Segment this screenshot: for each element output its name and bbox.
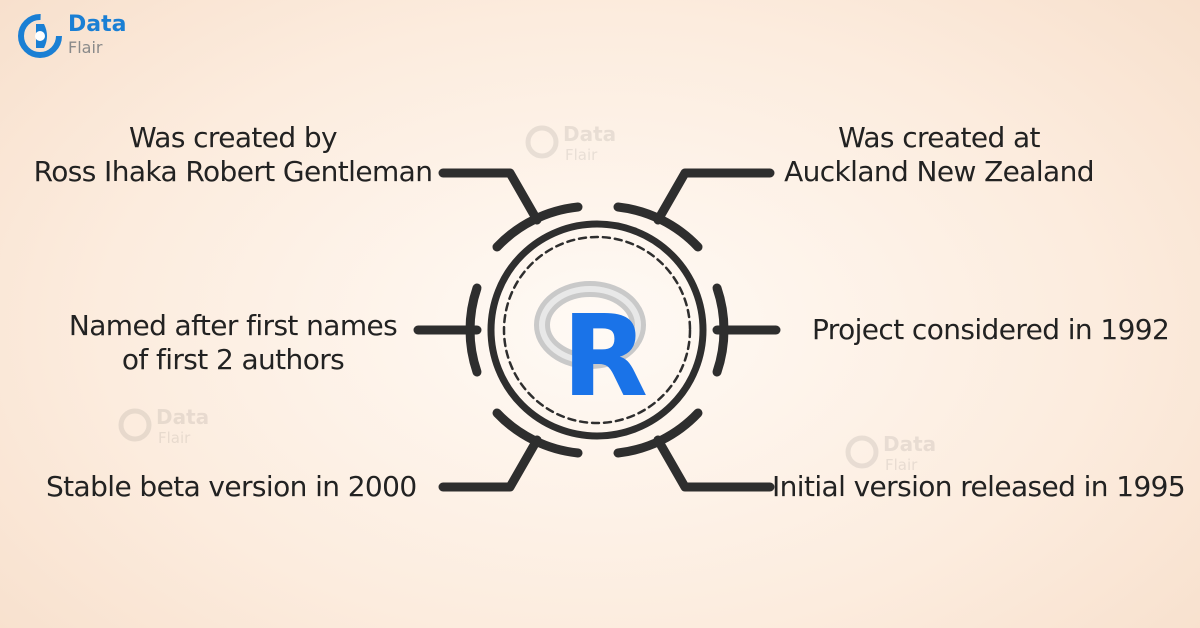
- connector-top-left: [438, 168, 542, 225]
- connector-bottom-left: [438, 435, 542, 492]
- watermark-text-data: Data: [883, 432, 937, 456]
- fact-top-right: Was created at Auckland New Zealand: [774, 121, 1104, 189]
- fact-bottom-left: Stable beta version in 2000: [46, 470, 417, 504]
- fact-mid-right-line-1: Project considered in 1992: [812, 313, 1170, 346]
- dataflair-logo-mark: [18, 14, 62, 58]
- connector-bottom-right: [653, 435, 775, 492]
- watermark: Data Flair: [525, 122, 635, 172]
- fact-mid-left: Named after first names of first 2 autho…: [48, 309, 418, 377]
- fact-mid-left-line-1: Named after first names: [68, 309, 398, 342]
- r-logo: R: [534, 281, 648, 422]
- fact-mid-right: Project considered in 1992: [812, 313, 1170, 347]
- r-letter: R: [562, 292, 648, 422]
- fact-mid-left-line-2: of first 2 authors: [121, 343, 345, 376]
- r-logo-ring-highlight: [539, 286, 641, 364]
- watermark-icon: [118, 408, 152, 442]
- fact-bottom-left-line-1: Stable beta version in 2000: [46, 470, 417, 503]
- connector-top-right: [653, 168, 775, 225]
- dashed-ring: [502, 235, 692, 425]
- dataflair-logo: Data Flair: [16, 12, 136, 62]
- watermark-text-flair: Flair: [885, 456, 918, 474]
- fact-top-right-line-2: Auckland New Zealand: [784, 155, 1094, 188]
- watermark-icon: [845, 435, 879, 469]
- watermark-text-data: Data: [563, 122, 617, 146]
- logo-text-flair: Flair: [68, 38, 103, 57]
- watermark-text-flair: Flair: [158, 429, 191, 447]
- fact-top-left-line-1: Was created by: [128, 121, 338, 154]
- watermark: Data Flair: [118, 405, 228, 455]
- fact-top-right-line-1: Was created at: [838, 121, 1040, 154]
- fact-top-left: Was created by Ross Ihaka Robert Gentlem…: [28, 121, 438, 189]
- watermark-text-data: Data: [156, 405, 210, 429]
- fact-bottom-right-line-1: Initial version released in 1995: [772, 470, 1186, 503]
- fact-bottom-right: Initial version released in 1995: [772, 470, 1186, 504]
- outer-ring: [487, 220, 707, 440]
- logo-text-data: Data: [68, 12, 127, 37]
- fact-top-left-line-2: Ross Ihaka Robert Gentleman: [33, 155, 433, 188]
- watermark-text-flair: Flair: [565, 146, 598, 164]
- watermark: Data Flair: [845, 432, 955, 482]
- watermark-icon: [525, 125, 559, 159]
